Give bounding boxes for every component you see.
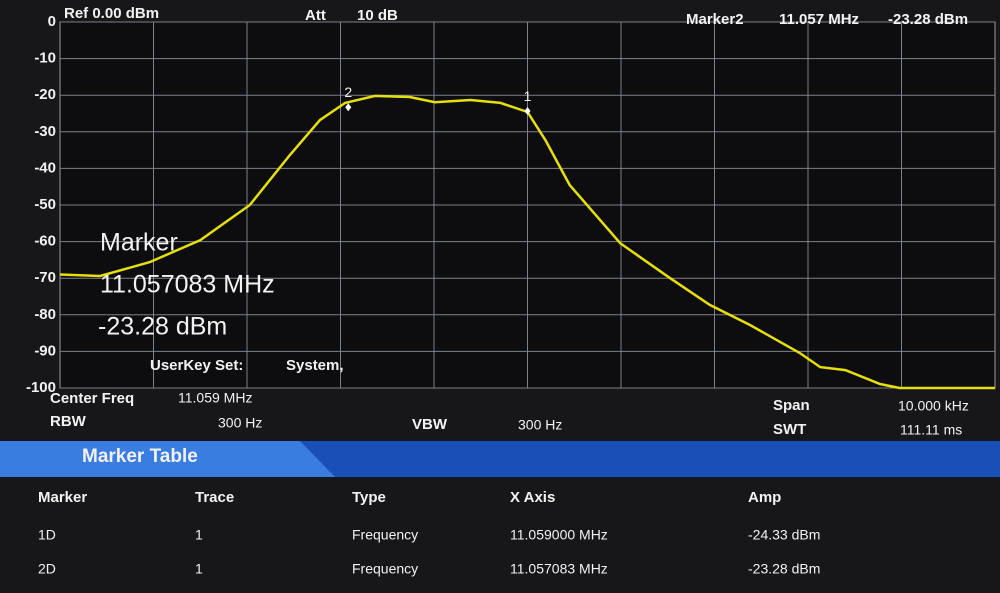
center-value: 11.059 MHz (178, 390, 252, 406)
table-header: Amp (748, 489, 781, 506)
table-cell: 2D (38, 561, 56, 577)
span-value: 10.000 kHz (898, 398, 969, 414)
span-label: Span (773, 397, 810, 414)
y-tick-label: -100 (26, 379, 56, 396)
userkey-label: UserKey Set: (150, 357, 243, 374)
swt-value: 111.11 ms (900, 422, 962, 438)
table-header: Trace (195, 489, 234, 506)
att-value: 10 dB (357, 7, 398, 24)
table-header: X Axis (510, 489, 555, 506)
table-cell: 11.057083 MHz (510, 561, 608, 577)
userkey-value: System, (286, 357, 344, 374)
marker-table: Marker Trace Type X Axis Amp 1D 1 Frequency 11.0… (38, 489, 820, 577)
table-header: Marker (38, 489, 87, 506)
table-header: Type (352, 489, 386, 506)
table-tab (0, 441, 335, 477)
marker-label: 2 (344, 84, 352, 100)
y-tick-label: 0 (48, 13, 56, 30)
table-cell: 11.059000 MHz (510, 527, 608, 543)
table-title: Marker Table (82, 446, 198, 467)
y-tick-label: -70 (34, 269, 56, 286)
overlay-freq: 11.057083 MHz (100, 271, 275, 299)
table-cell: Frequency (352, 527, 418, 543)
grid: 0 -10 -20 -30 -40 -50 -60 -70 -80 -90 -100 (26, 13, 995, 396)
ref-level: Ref 0.00 dBm (64, 5, 159, 22)
att-label: Att (305, 7, 326, 24)
marker-label: 1 (524, 88, 532, 104)
y-tick-label: -60 (34, 233, 56, 250)
table-cell: 1D (38, 527, 56, 543)
y-tick-label: -10 (34, 50, 56, 67)
marker-amp: -23.28 dBm (888, 11, 968, 28)
marker-freq: 11.057 MHz (779, 11, 859, 28)
table-cell: -23.28 dBm (748, 561, 820, 577)
y-tick-label: -90 (34, 342, 56, 359)
marker-point (345, 103, 352, 112)
center-label: Center Freq (50, 390, 134, 407)
table-cell: -24.33 dBm (748, 527, 820, 543)
overlay-title: Marker (100, 229, 178, 257)
table-cell: 1 (195, 561, 203, 577)
y-tick-label: -20 (34, 86, 56, 103)
y-tick-label: -50 (34, 196, 56, 213)
table-cell: Frequency (352, 561, 418, 577)
overlay-amp: -23.28 dBm (98, 313, 227, 341)
marker-point (524, 107, 531, 116)
marker-label: Marker2 (686, 11, 744, 28)
trace (59, 94, 995, 390)
swt-label: SWT (773, 421, 806, 438)
y-tick-label: -80 (34, 306, 56, 323)
vbw-label: VBW (412, 416, 448, 433)
y-tick-label: -30 (34, 123, 56, 140)
table-cell: 1 (195, 527, 203, 543)
rbw-label: RBW (50, 413, 87, 430)
rbw-value: 300 Hz (218, 415, 262, 431)
vbw-value: 300 Hz (518, 417, 562, 433)
y-tick-label: -40 (34, 159, 56, 176)
